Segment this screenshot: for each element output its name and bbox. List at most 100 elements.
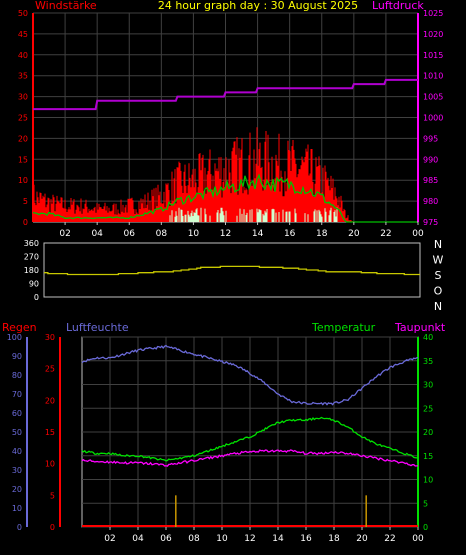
compass-label: O — [434, 285, 443, 298]
humidity-label: Luftfeuchte — [66, 321, 129, 334]
rain-tick-label: 20 — [45, 396, 55, 405]
direction-tick-label: 0 — [34, 293, 39, 302]
wind-tick-label: 15 — [18, 155, 28, 164]
x-tick-label: 04 — [132, 534, 144, 544]
wind-tick-label: 5 — [23, 197, 28, 206]
wind-tick-label: 0 — [23, 218, 28, 227]
temperature-line — [81, 416, 419, 462]
graph-title: 24 hour graph day : 30 August 2025 — [158, 0, 358, 12]
x-tick-label: 16 — [300, 534, 312, 544]
x-tick-label: 22 — [384, 534, 395, 544]
wind-pressure-panel: 0510152025303540455097598098599099510001… — [18, 9, 444, 239]
x-tick-label: 20 — [348, 229, 360, 239]
temperature-tick-label: 25 — [423, 404, 433, 413]
pressure-tick-label: 975 — [423, 218, 438, 227]
temperature-tick-label: 40 — [423, 333, 433, 342]
direction-tick-label: 360 — [24, 239, 39, 248]
wind-tick-label: 45 — [18, 30, 28, 39]
x-tick-label: 18 — [316, 229, 328, 239]
x-tick-label: 14 — [272, 534, 284, 544]
compass-label: W — [433, 254, 444, 267]
direction-frame — [43, 242, 421, 298]
wind-tick-label: 50 — [18, 9, 28, 18]
rain-label: Regen — [2, 321, 37, 334]
x-tick-label: 08 — [188, 534, 200, 544]
compass-label: S — [435, 269, 442, 282]
wind-tick-label: 35 — [18, 72, 28, 81]
pressure-tick-label: 1015 — [423, 51, 443, 60]
humidity-line — [81, 344, 419, 406]
x-tick-label: 12 — [244, 534, 255, 544]
x-tick-label: 22 — [380, 229, 391, 239]
humidity-tick-label: 40 — [12, 447, 22, 456]
pressure-line — [33, 78, 418, 111]
dewpoint-line — [81, 449, 418, 467]
pressure-tick-label: 1020 — [423, 30, 443, 39]
temp-humidity-panel: 0 10 20 30 40 50 60 70 80 90 100 0 5 10 15 20 25 30 0 5 10 15… — [7, 333, 433, 544]
x-tick-label: 06 — [124, 229, 136, 239]
dewpoint-label: Taupunkt — [394, 321, 446, 334]
x-tick-label: 20 — [356, 534, 368, 544]
x-tick-label: 06 — [160, 534, 172, 544]
direction-tick-label: 90 — [29, 280, 39, 289]
pressure-tick-label: 980 — [423, 197, 438, 206]
x-tick-label: 04 — [91, 229, 103, 239]
temperature-label: Temperatur — [311, 321, 376, 334]
direction-tick-label: 270 — [24, 253, 39, 262]
humidity-tick-label: 50 — [12, 428, 22, 437]
wind-direction-line — [44, 265, 420, 276]
x-tick-label: 14 — [252, 229, 264, 239]
x-tick-label: 02 — [59, 229, 70, 239]
humidity-tick-label: 70 — [12, 390, 22, 399]
wind-tick-label: 10 — [18, 176, 28, 185]
pressure-tick-label: 985 — [423, 176, 438, 185]
wind-average-line — [32, 173, 417, 223]
title-pressure-label: Luftdruck — [372, 0, 424, 12]
direction-tick-label: 180 — [24, 266, 39, 275]
rain-tick-label: 30 — [45, 333, 55, 342]
pressure-tick-label: 1010 — [423, 72, 443, 81]
humidity-tick-label: 90 — [12, 352, 22, 361]
pressure-tick-label: 995 — [423, 134, 438, 143]
humidity-tick-label: 20 — [12, 485, 22, 494]
x-tick-label: 02 — [104, 534, 115, 544]
temperature-tick-label: 10 — [423, 476, 433, 485]
x-tick-label: 18 — [328, 534, 340, 544]
compass-label: N — [434, 300, 442, 313]
x-tick-label: 16 — [284, 229, 296, 239]
title-wind-label: Windstärke — [35, 0, 97, 12]
wind-calm-bars — [169, 207, 338, 222]
pressure-tick-label: 990 — [423, 155, 438, 164]
pressure-tick-label: 1005 — [423, 93, 443, 102]
humidity-tick-label: 100 — [7, 333, 22, 342]
humidity-tick-label: 80 — [12, 371, 22, 380]
compass-label: N — [434, 238, 442, 251]
pressure-tick-label: 1025 — [423, 9, 443, 18]
temperature-tick-label: 20 — [423, 428, 433, 437]
temperature-tick-label: 35 — [423, 357, 433, 366]
temperature-tick-label: 0 — [423, 523, 428, 532]
x-tick-label: 10 — [216, 534, 228, 544]
humidity-tick-label: 60 — [12, 409, 22, 418]
wind-tick-label: 25 — [18, 114, 28, 123]
temperature-tick-label: 5 — [423, 499, 428, 508]
pressure-tick-label: 1000 — [423, 114, 443, 123]
rain-tick-label: 10 — [45, 460, 55, 469]
rain-tick-label: 15 — [45, 428, 55, 437]
x-tick-label: 08 — [156, 229, 168, 239]
x-tick-label: 12 — [220, 229, 231, 239]
rain-tick-label: 25 — [45, 365, 55, 374]
wind-tick-label: 20 — [18, 134, 28, 143]
humidity-tick-label: 0 — [17, 523, 22, 532]
wind-tick-label: 40 — [18, 51, 28, 60]
humidity-tick-label: 30 — [12, 466, 22, 475]
x-tick-label: 00 — [412, 229, 424, 239]
humidity-tick-label: 10 — [12, 504, 22, 513]
rain-tick-label: 0 — [50, 523, 55, 532]
wind-tick-label: 30 — [18, 93, 28, 102]
rain-tick-label: 5 — [50, 491, 55, 500]
temperature-tick-label: 15 — [423, 452, 433, 461]
